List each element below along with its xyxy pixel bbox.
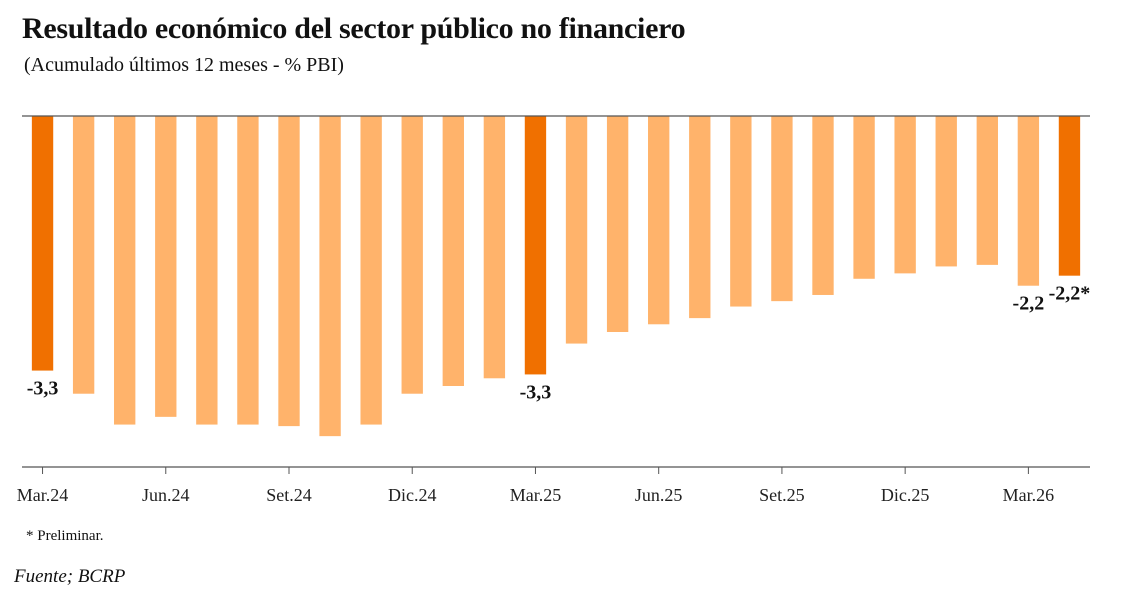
bar-5 xyxy=(237,116,259,425)
x-ticks-group: Mar.24 Jun.24 Set.24 Dic.24 Mar.25 Jun.25 Set.… xyxy=(17,467,1054,505)
footnote: * Preliminar. xyxy=(26,528,104,544)
x-tick-label: Jun.25 xyxy=(635,485,683,505)
bar-17 xyxy=(730,116,752,307)
bars-group xyxy=(31,116,1081,437)
bar-11 xyxy=(483,116,506,379)
bar-1 xyxy=(72,116,95,394)
bar-chart: Mar.24 Jun.24 Set.24 Dic.24 Mar.25 Jun.25 Set.… xyxy=(17,115,1091,505)
bar-8 xyxy=(360,116,382,425)
bar-22 xyxy=(935,116,957,267)
x-tick-label: Mar.24 xyxy=(17,485,69,505)
bar-19 xyxy=(812,116,834,295)
bar-6 xyxy=(278,116,300,427)
data-label: -2,2* xyxy=(1049,283,1091,305)
bar-12 xyxy=(524,116,547,375)
bar-15 xyxy=(648,116,670,325)
bar-0 xyxy=(31,116,54,371)
data-labels-group: -3,3 -3,3 -2,2 -2,2* xyxy=(27,283,1091,404)
x-tick-label: Dic.25 xyxy=(881,485,930,505)
x-tick-label: Set.24 xyxy=(266,485,312,505)
bar-10 xyxy=(442,116,464,386)
bar-2 xyxy=(114,116,136,425)
bar-4 xyxy=(196,116,218,425)
bar-14 xyxy=(606,116,629,332)
data-label: -2,2 xyxy=(1013,293,1045,315)
bar-16 xyxy=(689,116,711,319)
bar-18 xyxy=(771,116,793,302)
x-tick-label: Mar.25 xyxy=(510,485,562,505)
bar-9 xyxy=(401,116,423,394)
bar-24 xyxy=(1017,116,1040,286)
data-label: -3,3 xyxy=(27,378,59,400)
bar-7 xyxy=(319,116,341,437)
bar-21 xyxy=(894,116,916,274)
bar-3 xyxy=(155,116,177,417)
source-note: Fuente; BCRP xyxy=(14,566,126,587)
x-tick-label: Set.25 xyxy=(759,485,805,505)
x-tick-label: Dic.24 xyxy=(388,485,437,505)
x-tick-label: Jun.24 xyxy=(142,485,190,505)
bar-13 xyxy=(565,116,588,344)
x-tick-label: Mar.26 xyxy=(1003,485,1055,505)
data-label: -3,3 xyxy=(520,381,552,403)
bar-25 xyxy=(1058,116,1081,276)
chart-title: Resultado económico del sector público n… xyxy=(22,12,686,45)
bar-23 xyxy=(976,116,998,265)
bar-20 xyxy=(853,116,875,279)
chart-subtitle: (Acumulado últimos 12 meses - % PBI) xyxy=(24,54,344,76)
